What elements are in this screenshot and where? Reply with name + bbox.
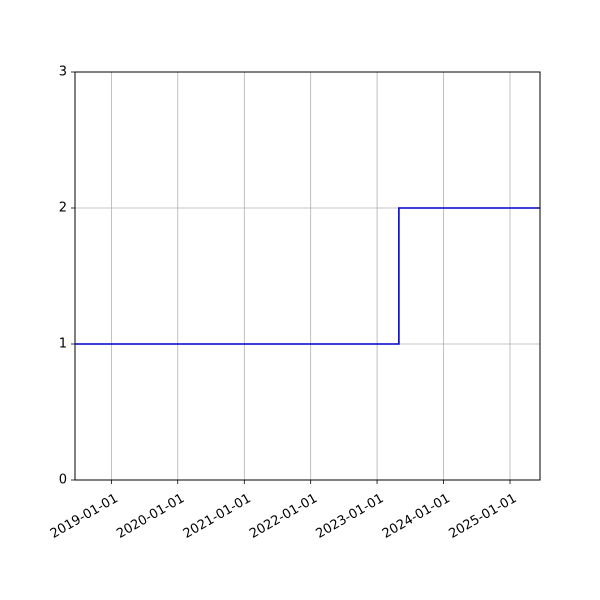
y-tick-label: 0 (59, 473, 67, 488)
y-tick-label: 1 (59, 337, 67, 352)
plot-frame (74, 71, 541, 481)
x-tick-label: 2023-01-01 (314, 491, 387, 542)
series-layer (75, 207, 540, 345)
series-line (75, 207, 540, 345)
x-tick-label: 2024-01-01 (380, 491, 453, 542)
x-tick-label: 2020-01-01 (114, 491, 187, 542)
x-tick-label: 2025-01-01 (446, 491, 519, 542)
y-tick-label: 3 (59, 65, 67, 80)
ticks: 2019-01-012020-01-012021-01-012022-01-01… (48, 65, 520, 542)
y-tick-label: 2 (59, 201, 67, 216)
x-tick-label: 2022-01-01 (247, 491, 320, 542)
x-tick-label: 2019-01-01 (48, 491, 121, 542)
grid (75, 71, 540, 481)
x-tick-label: 2021-01-01 (181, 491, 254, 542)
